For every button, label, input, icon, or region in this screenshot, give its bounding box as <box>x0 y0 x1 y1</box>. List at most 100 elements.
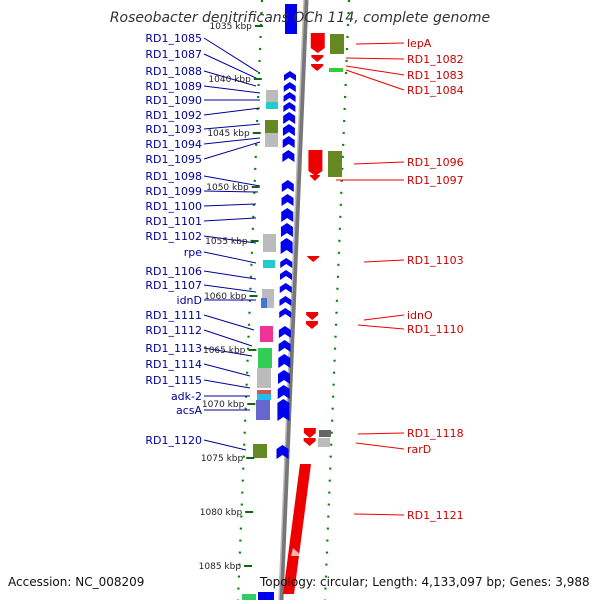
tick-label: 1055 kbp <box>205 237 248 247</box>
left-gene-label: RD1_1106 <box>145 265 202 278</box>
forward-gene-block <box>258 592 274 600</box>
left-gene-label: RD1_1120 <box>145 434 202 447</box>
reverse-gene-arrow <box>305 321 318 329</box>
right-gene-label: RD1_1118 <box>407 427 464 440</box>
cog-block <box>266 102 278 109</box>
right-gene-label: RD1_1096 <box>407 156 464 169</box>
backbone <box>278 0 309 601</box>
right-gene-label: lepA <box>407 37 432 50</box>
left-leader <box>203 235 257 244</box>
left-gene-label: idnD <box>177 294 202 307</box>
reverse-gene-arrow <box>309 175 320 181</box>
left-leader <box>203 190 259 193</box>
forward-gene-arrow <box>278 340 291 352</box>
left-leader <box>203 251 257 264</box>
cog-block <box>330 34 344 54</box>
forward-gene-arrow <box>278 326 291 338</box>
right-leader <box>345 69 405 91</box>
cog-block <box>253 444 267 458</box>
left-gene-label: RD1_1093 <box>145 123 202 136</box>
cog-block <box>261 298 267 308</box>
left-gene-label: RD1_1101 <box>145 215 202 228</box>
forward-gene-arrow <box>279 296 292 306</box>
forward-gene-arrow <box>282 150 295 162</box>
reverse-gene-arrow <box>308 150 323 176</box>
tick-label: 1050 kbp <box>206 183 249 193</box>
dot-line-outer-right <box>323 0 351 601</box>
cog-block <box>265 120 278 133</box>
forward-gene-arrow <box>283 82 296 92</box>
forward-gene-arrow <box>283 71 296 81</box>
tick-label: 1085 kbp <box>199 562 242 572</box>
right-gene-label: idnO <box>407 309 433 322</box>
right-leader <box>355 42 405 45</box>
left-leader <box>203 379 251 389</box>
forward-gene-arrow <box>280 270 292 280</box>
left-gene-label: RD1_1112 <box>145 324 202 337</box>
forward-gene-arrow <box>282 124 295 136</box>
left-leader <box>203 363 251 377</box>
tick-label: 1070 kbp <box>202 400 245 410</box>
cog-block <box>266 90 278 104</box>
cog-block <box>258 348 272 368</box>
label-leaders <box>203 37 405 516</box>
right-leader <box>357 432 405 435</box>
cog-block <box>242 594 256 600</box>
forward-gene-arrow <box>277 385 290 399</box>
gene-labels: RD1_1085 RD1_1087 RD1_1088 RD1_1089RD1_1090… <box>145 32 463 522</box>
left-gene-label: RD1_1085 <box>145 32 202 45</box>
summary-text: Topology: circular; Length: 4,133,097 bp… <box>260 575 590 589</box>
left-gene-label: RD1_1095 <box>145 153 202 166</box>
tick-label: 1060 kbp <box>204 292 247 302</box>
forward-gene-arrow <box>280 238 293 254</box>
left-leader <box>203 439 247 451</box>
tick-label: 1035 kbp <box>209 22 252 32</box>
gene-arrows <box>258 4 325 600</box>
forward-gene-arrow <box>277 399 290 421</box>
reverse-gene-arrow <box>303 438 316 446</box>
reverse-gene-arrow <box>311 64 324 71</box>
left-gene-label: RD1_1099 <box>145 185 202 198</box>
tick-label: 1045 kbp <box>207 129 250 139</box>
cog-block <box>257 390 271 394</box>
forward-gene-arrow <box>280 223 293 237</box>
backbone-highlight <box>278 0 305 601</box>
left-gene-label: RD1_1114 <box>145 358 202 371</box>
reverse-gene-long <box>283 464 311 594</box>
forward-gene-arrow <box>281 180 294 192</box>
left-gene-label: RD1_1087 <box>145 48 202 61</box>
map-title: Roseobacter denitrificans OCh 114, compl… <box>109 10 491 26</box>
forward-gene-block <box>285 4 297 34</box>
left-gene-label: adk-2 <box>171 390 202 403</box>
left-gene-label: RD1_1100 <box>145 200 202 213</box>
left-leader <box>203 141 261 160</box>
forward-gene-arrow <box>279 308 292 318</box>
cog-blocks <box>242 34 344 600</box>
cog-block <box>267 298 274 308</box>
reverse-gene-arrow <box>311 55 324 62</box>
right-leader <box>363 314 405 321</box>
kbp-ticks: 1035 kbp 1040 kbp 1045 kbp 1050 kbp 1055 kbp… <box>199 22 263 572</box>
reverse-gene-break <box>291 548 302 556</box>
right-leader <box>363 259 405 263</box>
right-gene-label: RD1_1110 <box>407 323 464 336</box>
cog-block <box>256 400 270 420</box>
right-leader <box>355 442 405 450</box>
left-leader <box>203 37 259 73</box>
right-gene-label: rarD <box>407 443 431 456</box>
tick-label: 1075 kbp <box>201 454 244 464</box>
right-leader <box>345 57 405 60</box>
cog-block <box>328 151 342 177</box>
forward-gene-arrow <box>280 258 293 268</box>
right-leader <box>357 324 405 330</box>
left-leader <box>203 53 259 80</box>
right-leader <box>353 161 405 165</box>
left-gene-label: RD1_1089 <box>145 80 202 93</box>
left-gene-label: RD1_1092 <box>145 109 202 122</box>
left-leader <box>203 217 257 222</box>
left-leader <box>203 107 261 116</box>
forward-gene-arrow <box>276 445 289 459</box>
reverse-gene-arrow <box>307 256 320 262</box>
